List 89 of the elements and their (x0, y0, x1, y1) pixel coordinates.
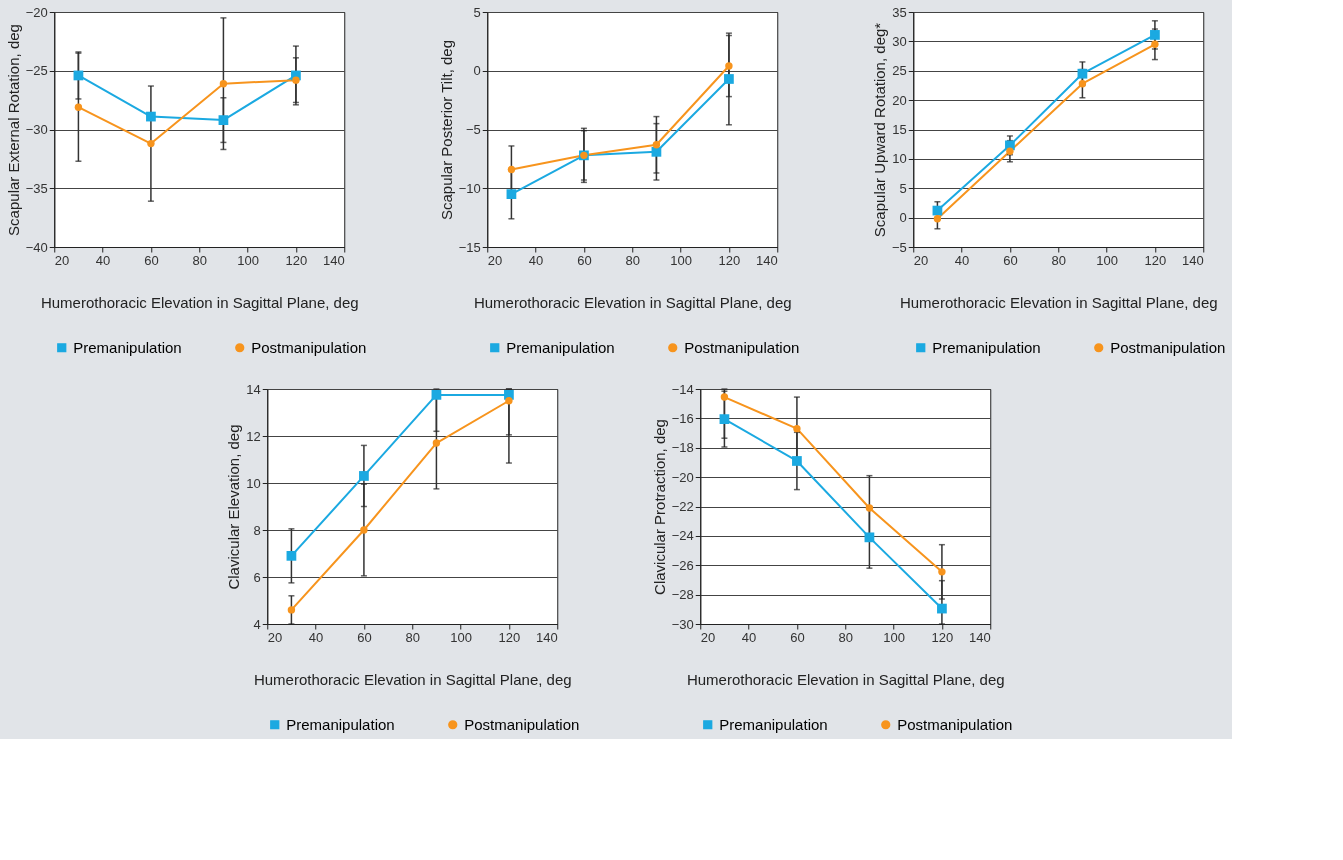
x-tick-label: 20 (267, 629, 283, 645)
x-tick-label: 120 (931, 629, 954, 645)
y-tick-label: 0 (899, 210, 907, 226)
y-tick-label: −10 (458, 180, 481, 196)
x-tick-label: 60 (790, 629, 805, 645)
y-tick-label: 14 (246, 381, 261, 397)
y-tick-label: −30 (25, 122, 48, 137)
x-tick-label: 20 (487, 252, 503, 268)
y-tick-label: 4 (253, 616, 261, 632)
y-tick-label: 15 (892, 122, 907, 137)
y-axis-title: Clavicular Elevation, deg (225, 424, 243, 590)
x-tick-label: 100 (670, 252, 692, 268)
y-tick-label: −30 (671, 616, 694, 632)
y-axis-title: Clavicular Protraction, deg (650, 419, 668, 595)
legend-label: Postmanipulation (897, 715, 1013, 733)
x-axis-title: Humerothoracic Elevation in Sagittal Plane, deg (899, 293, 1218, 311)
x-tick-label: 40 (95, 252, 111, 268)
legend-label: Premanipulation (73, 338, 182, 356)
y-tick-label: 25 (892, 63, 907, 79)
legend-label: Postmanipulation (684, 338, 800, 356)
x-tick-label: 100 (1096, 252, 1118, 268)
x-tick-label: 60 (1003, 252, 1018, 268)
y-tick-label: 0 (473, 63, 481, 79)
x-axis-title: Humerothoracic Elevation in Sagittal Plane, deg (473, 293, 792, 311)
x-tick-label: 60 (144, 252, 159, 268)
y-tick-label: −22 (671, 499, 694, 514)
y-tick-label: 6 (253, 569, 261, 585)
x-tick-label: 80 (625, 252, 640, 268)
y-tick-label: 5 (899, 180, 907, 196)
y-axis-title: Scapular External Rotation, deg (4, 24, 22, 236)
y-tick-label: −25 (25, 63, 48, 79)
x-axis-title: Humerothoracic Elevation in Sagittal Plane, deg (686, 670, 1005, 688)
legend-label: Postmanipulation (251, 338, 367, 356)
x-tick-label: 20 (54, 252, 70, 268)
x-tick-label: 60 (357, 629, 372, 645)
y-axis-title: Scapular Posterior Tilt, deg (437, 39, 455, 221)
x-tick-label: 120 (498, 629, 521, 645)
x-tick-label: 120 (718, 252, 741, 268)
y-tick-label: −20 (25, 4, 48, 20)
y-tick-label: −16 (671, 410, 694, 426)
y-tick-label: 20 (892, 92, 907, 108)
legend-label: Premanipulation (286, 715, 395, 733)
x-tick-label: 140 (969, 629, 991, 645)
x-tick-label: 120 (285, 252, 308, 268)
x-tick-label: 140 (1182, 252, 1204, 268)
y-tick-label: 5 (473, 4, 481, 20)
y-axis-title: Scapular Upward Rotation, deg* (870, 22, 888, 238)
x-tick-label: 20 (700, 629, 716, 645)
y-tick-label: −5 (891, 239, 907, 255)
x-tick-label: 80 (838, 629, 853, 645)
x-tick-label: 100 (450, 629, 472, 645)
y-tick-label: 8 (253, 522, 261, 538)
y-tick-label: −5 (465, 122, 481, 137)
x-tick-label: 80 (192, 252, 207, 268)
legend-label: Premanipulation (506, 338, 615, 356)
y-tick-label: −15 (458, 239, 481, 255)
legend-label: Postmanipulation (464, 715, 580, 733)
x-tick-label: 40 (308, 629, 324, 645)
x-axis-title: Humerothoracic Elevation in Sagittal Plane, deg (40, 293, 359, 311)
x-tick-label: 100 (237, 252, 259, 268)
y-tick-label: −40 (25, 239, 48, 255)
y-tick-label: 12 (246, 428, 261, 444)
legend-label: Postmanipulation (1110, 338, 1226, 356)
legend-label: Premanipulation (932, 338, 1041, 356)
y-tick-label: −20 (671, 469, 694, 485)
x-tick-label: 100 (883, 629, 905, 645)
y-tick-label: −26 (671, 557, 694, 573)
y-tick-label: 10 (892, 151, 907, 167)
y-tick-label: 10 (246, 475, 261, 491)
y-tick-label: −24 (671, 528, 694, 544)
y-tick-label: −14 (671, 381, 694, 397)
x-tick-label: 140 (536, 629, 558, 645)
x-axis-title: Humerothoracic Elevation in Sagittal Plane, deg (253, 670, 572, 688)
x-tick-label: 140 (756, 252, 778, 268)
x-tick-label: 40 (528, 252, 544, 268)
y-tick-label: −35 (25, 180, 48, 196)
x-tick-label: 60 (577, 252, 592, 268)
x-tick-label: 120 (1144, 252, 1167, 268)
x-tick-label: 40 (741, 629, 757, 645)
y-tick-label: 30 (892, 33, 907, 49)
y-tick-label: −18 (671, 440, 694, 456)
x-tick-label: 80 (1051, 252, 1066, 268)
x-tick-label: 40 (954, 252, 970, 268)
x-tick-label: 140 (323, 252, 345, 268)
x-tick-label: 20 (913, 252, 929, 268)
y-tick-label: −28 (671, 587, 694, 603)
legend-label: Premanipulation (719, 715, 828, 733)
x-tick-label: 80 (405, 629, 420, 645)
y-tick-label: 35 (892, 4, 907, 20)
